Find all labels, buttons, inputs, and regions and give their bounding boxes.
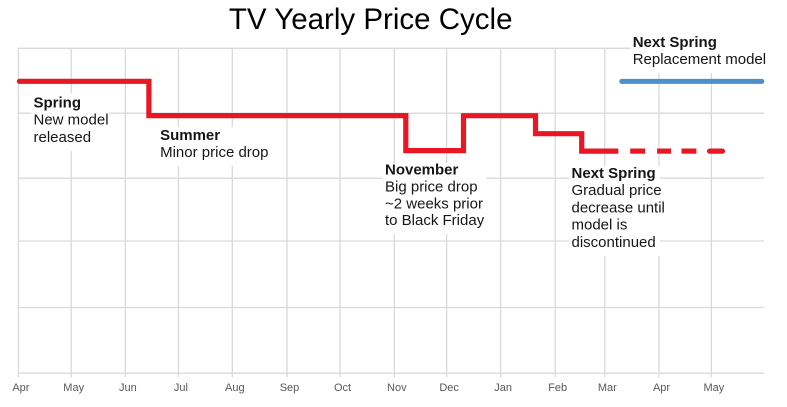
svg-text:decrease until: decrease until <box>572 199 665 216</box>
svg-text:May: May <box>704 382 725 394</box>
svg-text:Mar: Mar <box>598 382 617 394</box>
svg-text:Big price drop: Big price drop <box>385 178 478 195</box>
svg-text:Summer: Summer <box>160 127 220 144</box>
svg-text:November: November <box>385 162 459 179</box>
svg-text:Jan: Jan <box>494 382 512 394</box>
svg-text:discontinued: discontinued <box>572 234 656 251</box>
svg-text:model is: model is <box>572 217 628 234</box>
svg-text:Sep: Sep <box>280 382 300 394</box>
svg-text:Nov: Nov <box>387 382 407 394</box>
svg-text:Minor price drop: Minor price drop <box>160 144 268 161</box>
svg-text:Apr: Apr <box>12 382 29 394</box>
svg-text:~2 weeks prior: ~2 weeks prior <box>385 195 483 212</box>
svg-text:Next Spring: Next Spring <box>572 165 656 182</box>
svg-text:Dec: Dec <box>439 382 459 394</box>
svg-text:Apr: Apr <box>653 382 670 394</box>
svg-text:Jun: Jun <box>119 382 137 394</box>
svg-text:Oct: Oct <box>334 382 351 394</box>
svg-text:Aug: Aug <box>225 382 245 394</box>
svg-text:New model: New model <box>34 112 109 129</box>
svg-text:May: May <box>63 382 84 394</box>
svg-text:Feb: Feb <box>548 382 567 394</box>
svg-text:Spring: Spring <box>34 94 82 111</box>
svg-text:TV Yearly Price Cycle: TV Yearly Price Cycle <box>229 3 513 36</box>
svg-text:Jul: Jul <box>174 382 188 394</box>
svg-text:Next Spring: Next Spring <box>633 34 717 51</box>
svg-text:Gradual price: Gradual price <box>572 182 662 199</box>
svg-text:to Black Friday: to Black Friday <box>385 212 485 229</box>
svg-text:released: released <box>34 129 92 146</box>
svg-text:Replacement model: Replacement model <box>633 51 766 68</box>
